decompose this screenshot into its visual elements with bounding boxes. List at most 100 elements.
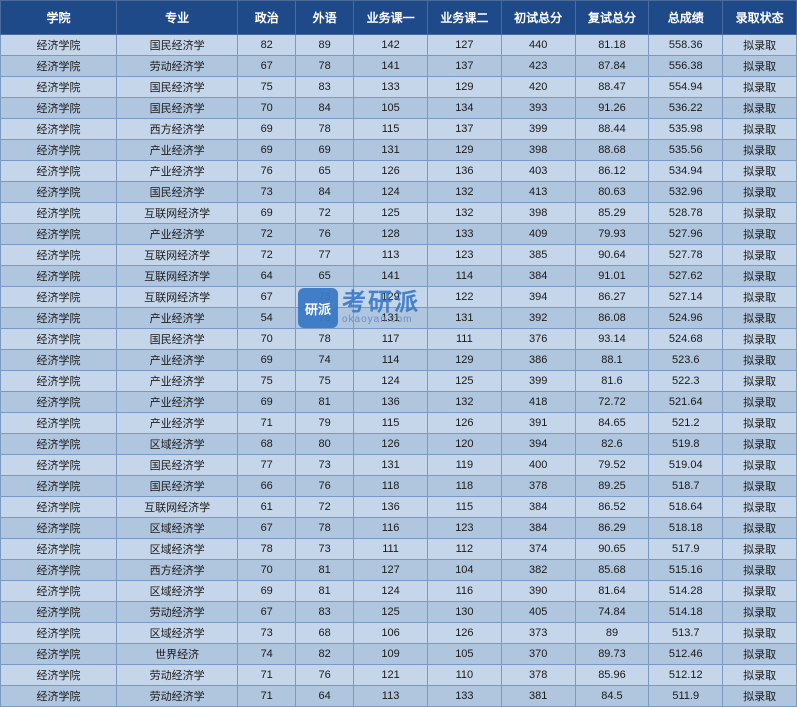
- table-cell: 133: [427, 686, 501, 707]
- table-cell: 88.47: [575, 77, 649, 98]
- table-cell: 互联网经济学: [116, 287, 237, 308]
- table-cell: 126: [354, 161, 428, 182]
- table-cell: 54: [238, 308, 296, 329]
- table-cell: 123: [427, 245, 501, 266]
- table-cell: 127: [427, 35, 501, 56]
- table-row: 经济学院产业经济学698113613241872.72521.64拟录取: [1, 392, 797, 413]
- table-cell: 拟录取: [723, 434, 797, 455]
- table-cell: 136: [427, 161, 501, 182]
- table-cell: 70: [238, 560, 296, 581]
- table-cell: 72: [296, 497, 354, 518]
- table-cell: 115: [354, 413, 428, 434]
- table-cell: 378: [501, 665, 575, 686]
- table-cell: 71: [238, 686, 296, 707]
- table-row: 经济学院国民经济学738412413241380.63532.96拟录取: [1, 182, 797, 203]
- column-header: 政治: [238, 1, 296, 35]
- table-cell: 拟录取: [723, 161, 797, 182]
- table-cell: 拟录取: [723, 392, 797, 413]
- column-header: 初试总分: [501, 1, 575, 35]
- table-cell: 经济学院: [1, 518, 117, 539]
- table-cell: 拟录取: [723, 35, 797, 56]
- table-cell: 拟录取: [723, 140, 797, 161]
- table-cell: 经济学院: [1, 665, 117, 686]
- table-row: 经济学院产业经济学696913112939888.68535.56拟录取: [1, 140, 797, 161]
- table-row: 经济学院劳动经济学716411313338184.5511.9拟录取: [1, 686, 797, 707]
- table-cell: 67: [238, 602, 296, 623]
- table-row: 经济学院区域经济学787311111237490.65517.9拟录取: [1, 539, 797, 560]
- table-cell: 131: [427, 308, 501, 329]
- table-cell: 390: [501, 581, 575, 602]
- table-cell: 国民经济学: [116, 329, 237, 350]
- table-cell: 527.62: [649, 266, 723, 287]
- table-cell: 558.36: [649, 35, 723, 56]
- table-cell: 68: [296, 623, 354, 644]
- table-cell: 75: [296, 371, 354, 392]
- table-cell: 72: [238, 224, 296, 245]
- table-cell: 拟录取: [723, 266, 797, 287]
- table-cell: 129: [427, 140, 501, 161]
- table-cell: 534.94: [649, 161, 723, 182]
- column-header: 学院: [1, 1, 117, 35]
- table-row: 经济学院区域经济学688012612039482.6519.8拟录取: [1, 434, 797, 455]
- table-row: 经济学院区域经济学698112411639081.64514.28拟录取: [1, 581, 797, 602]
- table-cell: 国民经济学: [116, 77, 237, 98]
- table-cell: 67: [238, 287, 296, 308]
- table-cell: 142: [354, 35, 428, 56]
- table-cell: 134: [427, 98, 501, 119]
- table-cell: 131: [354, 140, 428, 161]
- table-cell: 393: [501, 98, 575, 119]
- table-cell: 129: [354, 287, 428, 308]
- table-cell: 67: [238, 56, 296, 77]
- table-cell: 区域经济学: [116, 518, 237, 539]
- table-cell: 76: [296, 287, 354, 308]
- table-cell: 528.78: [649, 203, 723, 224]
- table-cell: 经济学院: [1, 266, 117, 287]
- table-cell: 经济学院: [1, 182, 117, 203]
- table-cell: 133: [354, 77, 428, 98]
- table-cell: 129: [427, 77, 501, 98]
- table-cell: 64: [238, 266, 296, 287]
- table-cell: 82: [296, 644, 354, 665]
- table-cell: 405: [501, 602, 575, 623]
- table-cell: 512.46: [649, 644, 723, 665]
- table-cell: 经济学院: [1, 476, 117, 497]
- table-cell: 128: [354, 224, 428, 245]
- table-cell: 互联网经济学: [116, 266, 237, 287]
- table-cell: 123: [427, 518, 501, 539]
- table-row: 经济学院产业经济学766512613640386.12534.94拟录取: [1, 161, 797, 182]
- table-cell: 经济学院: [1, 140, 117, 161]
- table-cell: 79.52: [575, 455, 649, 476]
- table-cell: 137: [427, 56, 501, 77]
- table-cell: 84: [296, 182, 354, 203]
- table-cell: 73: [238, 182, 296, 203]
- table-cell: 61: [238, 497, 296, 518]
- table-cell: 420: [501, 77, 575, 98]
- table-cell: 79.93: [575, 224, 649, 245]
- table-cell: 117: [354, 329, 428, 350]
- table-cell: 70: [238, 329, 296, 350]
- column-header: 业务课一: [354, 1, 428, 35]
- table-cell: 124: [354, 581, 428, 602]
- table-cell: 74.84: [575, 602, 649, 623]
- table-cell: 89: [296, 35, 354, 56]
- table-row: 经济学院劳动经济学678312513040574.84514.18拟录取: [1, 602, 797, 623]
- table-cell: 378: [501, 476, 575, 497]
- table-cell: 384: [501, 266, 575, 287]
- table-cell: 经济学院: [1, 203, 117, 224]
- table-cell: 64: [296, 686, 354, 707]
- table-cell: 384: [501, 518, 575, 539]
- table-cell: 经济学院: [1, 245, 117, 266]
- table-cell: 116: [427, 581, 501, 602]
- table-cell: 经济学院: [1, 455, 117, 476]
- table-cell: 83: [296, 602, 354, 623]
- table-cell: 122: [427, 287, 501, 308]
- table-row: 经济学院产业经济学547613113139286.08524.96拟录取: [1, 308, 797, 329]
- table-cell: 81: [296, 560, 354, 581]
- table-cell: 86.52: [575, 497, 649, 518]
- table-cell: 90.64: [575, 245, 649, 266]
- table-cell: 521.64: [649, 392, 723, 413]
- table-cell: 69: [238, 203, 296, 224]
- table-cell: 劳动经济学: [116, 686, 237, 707]
- table-cell: 83: [296, 77, 354, 98]
- table-cell: 经济学院: [1, 539, 117, 560]
